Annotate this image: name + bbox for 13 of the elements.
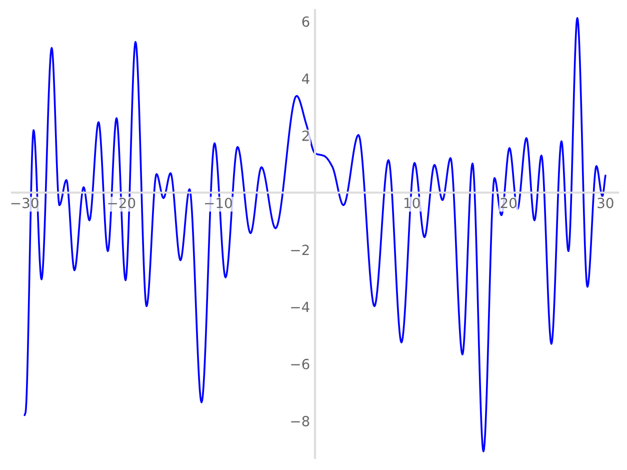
y-tick-label: −8 bbox=[291, 416, 310, 426]
y-tick-label: −2 bbox=[291, 244, 309, 255]
x-tick-label: −30 bbox=[11, 198, 38, 208]
y-tick-label: 6 bbox=[302, 16, 310, 27]
x-tick-label: 30 bbox=[598, 198, 614, 208]
x-tick-label: −10 bbox=[205, 198, 232, 208]
y-tick-label: −6 bbox=[291, 358, 310, 370]
y-tick-label: −4 bbox=[291, 302, 310, 312]
x-tick-label: −20 bbox=[108, 198, 136, 208]
y-tick-label: 4 bbox=[302, 74, 310, 84]
y-tick-label: 2 bbox=[302, 130, 309, 141]
x-tick-label: 10 bbox=[404, 198, 420, 208]
x-tick-label: 20 bbox=[500, 198, 517, 208]
